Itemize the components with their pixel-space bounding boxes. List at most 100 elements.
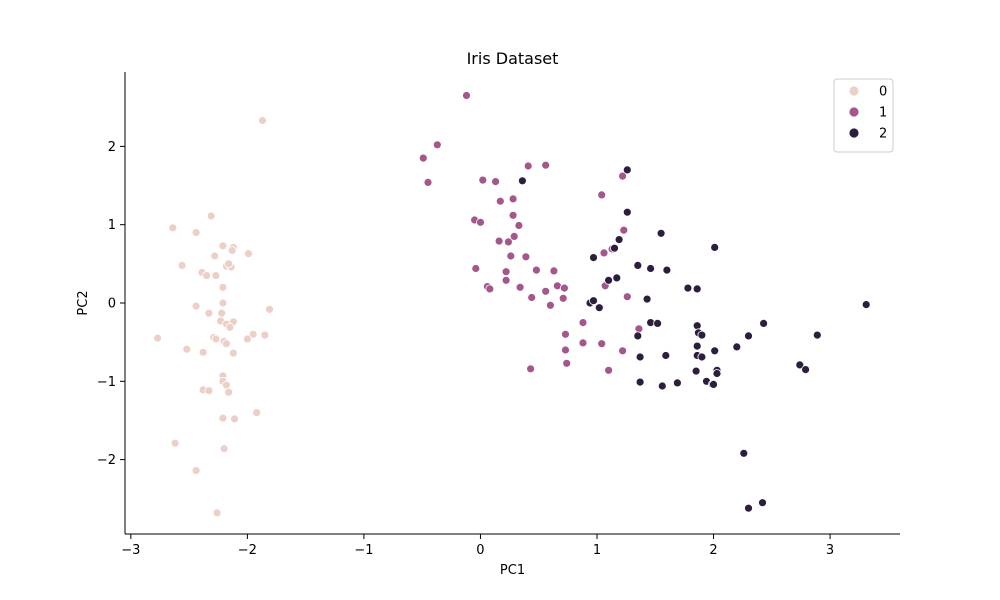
data-point-class-0 [212, 508, 222, 518]
y-tick-label: 2 [108, 140, 116, 155]
data-point-class-2 [692, 321, 702, 331]
data-point-class-1 [506, 251, 516, 261]
data-point-class-2 [710, 242, 720, 252]
data-point-class-1 [509, 231, 519, 241]
axes: −3 −2 −1 0 1 2 3 −2 −1 0 1 2 [97, 72, 900, 558]
data-point-class-1 [503, 237, 513, 247]
data-point-class-2 [861, 300, 871, 310]
data-point-class-2 [673, 378, 682, 388]
data-point-class-0 [204, 308, 214, 318]
data-point-class-1 [560, 283, 569, 293]
data-point-class-2 [612, 273, 622, 283]
data-point-class-2 [712, 369, 722, 378]
data-point-class-2 [622, 207, 632, 217]
data-point-class-1 [432, 140, 442, 150]
data-point-class-1 [549, 266, 559, 276]
data-point-class-0 [224, 259, 234, 269]
data-point-class-2 [739, 448, 749, 458]
data-point-class-2 [518, 176, 527, 186]
data-point-class-0 [224, 387, 234, 397]
data-point-class-2 [635, 377, 645, 387]
data-point-class-0 [217, 308, 227, 318]
plot-area [153, 91, 871, 518]
data-point-class-2 [691, 366, 701, 376]
data-point-class-2 [614, 235, 624, 245]
data-point-class-2 [633, 331, 643, 341]
legend-label-class-2: 2 [879, 127, 887, 142]
legend: 0 1 2 [833, 78, 894, 153]
data-point-class-2 [657, 381, 667, 391]
data-point-class-1 [508, 210, 518, 220]
x-tick-label: 1 [593, 543, 601, 558]
data-point-class-2 [662, 265, 672, 275]
data-point-class-1 [501, 267, 511, 277]
data-point-class-1 [578, 338, 588, 348]
data-point-class-0 [210, 251, 220, 261]
data-point-class-1 [495, 196, 505, 206]
data-point-class-0 [211, 334, 221, 344]
data-point-class-1 [634, 324, 644, 334]
data-point-class-0 [218, 298, 228, 308]
data-point-class-2 [758, 498, 767, 508]
data-point-class-2 [692, 284, 702, 294]
data-point-class-1 [423, 177, 433, 187]
data-point-class-1 [418, 153, 428, 163]
data-point-class-1 [604, 365, 613, 375]
data-point-class-1 [521, 252, 531, 262]
data-point-class-2 [589, 296, 598, 306]
x-tick-label: 2 [709, 543, 717, 558]
data-point-class-1 [471, 264, 481, 273]
data-point-class-1 [599, 248, 609, 258]
data-point-class-1 [546, 300, 555, 310]
data-point-class-0 [191, 228, 201, 237]
legend-marker-class-2 [848, 127, 860, 139]
data-point-class-0 [258, 116, 267, 125]
data-point-class-0 [182, 344, 192, 354]
data-point-class-1 [597, 190, 607, 200]
data-point-class-2 [710, 346, 720, 356]
data-point-class-2 [801, 365, 810, 375]
data-point-class-0 [211, 271, 221, 281]
data-point-class-2 [594, 303, 604, 313]
data-point-class-1 [494, 236, 504, 246]
data-point-class-2 [759, 318, 768, 328]
y-tick-label: −1 [97, 375, 116, 390]
data-point-class-1 [622, 292, 632, 302]
data-point-class-2 [697, 352, 707, 362]
data-point-class-0 [219, 444, 229, 454]
data-point-class-0 [198, 347, 208, 357]
data-point-class-0 [252, 408, 262, 418]
data-point-class-0 [204, 386, 214, 396]
data-point-class-2 [633, 260, 643, 270]
legend-marker-class-0 [848, 85, 860, 97]
data-point-class-0 [218, 282, 228, 292]
data-point-class-1 [562, 358, 572, 368]
data-point-class-1 [514, 221, 524, 230]
data-point-class-2 [661, 351, 671, 360]
data-point-class-0 [221, 339, 231, 349]
legend-label-class-1: 1 [879, 106, 887, 121]
data-point-class-0 [202, 271, 212, 281]
data-point-class-2 [604, 275, 613, 285]
data-point-class-1 [532, 265, 541, 275]
data-point-class-1 [561, 329, 570, 339]
data-point-class-2 [646, 264, 655, 273]
data-point-class-2 [795, 360, 805, 370]
data-point-class-1 [476, 217, 485, 227]
data-point-class-2 [732, 342, 742, 352]
data-point-class-0 [227, 246, 237, 255]
data-point-class-0 [170, 438, 180, 448]
data-point-class-2 [812, 330, 822, 340]
data-point-class-0 [248, 329, 258, 339]
data-point-class-1 [578, 318, 588, 328]
chart-title: Iris Dataset [467, 49, 559, 68]
data-point-class-0 [168, 223, 178, 233]
data-point-class-2 [744, 503, 753, 513]
x-axis-label: PC1 [500, 563, 525, 578]
data-point-class-0 [177, 260, 187, 270]
data-point-class-0 [191, 301, 201, 311]
x-tick-label: 0 [476, 543, 484, 558]
data-point-class-1 [526, 364, 535, 374]
data-point-class-2 [610, 243, 619, 253]
data-point-class-1 [561, 345, 570, 355]
